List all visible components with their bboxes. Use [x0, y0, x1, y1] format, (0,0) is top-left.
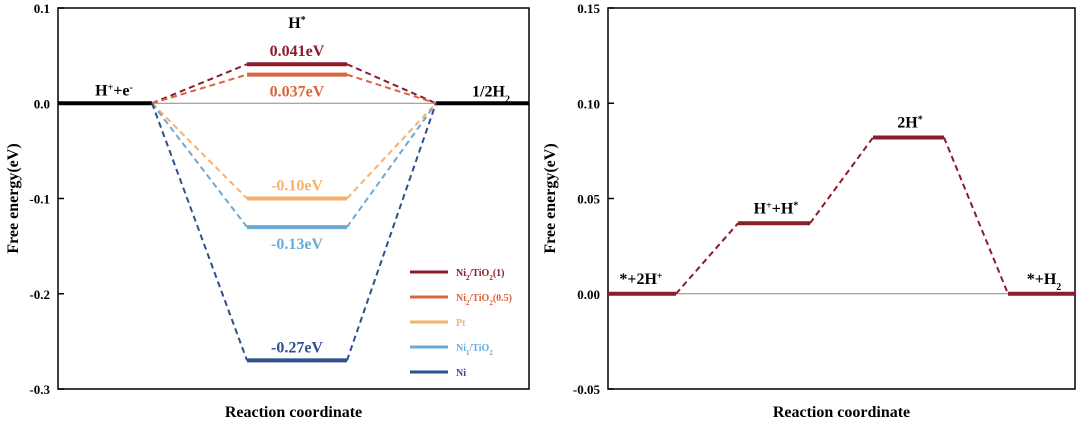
series-connector-right	[346, 102, 437, 228]
legend-entry-label: Ni1/TiO2	[456, 343, 493, 357]
left-y-tick-label: -0.3	[29, 382, 50, 397]
series-value-label: 0.041eV	[270, 43, 325, 60]
step-connector	[943, 137, 1009, 295]
left-chart: 0.1 0.0 -0.1 -0.2 -0.3 Free energy(eV) Reactio…	[5, 1, 530, 421]
series-connector-left	[151, 102, 248, 361]
series-connector-right	[346, 102, 437, 361]
legend-entry-label: Ni	[456, 368, 466, 379]
series-connector-right	[346, 73, 437, 105]
left-y-tick-label: 0.1	[34, 1, 50, 16]
series-connector-left	[151, 63, 248, 105]
left-y-tick-label: -0.1	[29, 192, 50, 207]
right-chart: 0.15 0.10 0.05 0.00 -0.05 Free energy(eV) Reac…	[542, 1, 1076, 421]
right-y-tick-label: -0.05	[573, 382, 601, 397]
step-label: 2H*	[897, 114, 922, 132]
left-x-axis-title: Reaction coordinate	[225, 404, 362, 421]
right-y-tick-label: 0.05	[577, 192, 600, 207]
series-value-label: 0.037eV	[270, 84, 325, 101]
right-plot-frame	[607, 7, 1076, 390]
step-connector	[809, 136, 874, 224]
right-y-tick-label: 0.00	[577, 287, 600, 302]
initial-state-label: H++e-	[95, 82, 133, 100]
right-y-axis-title: Free energy(eV)	[542, 143, 559, 253]
intermediate-state-label: H*	[288, 15, 305, 33]
series-connector-left	[151, 102, 248, 228]
right-y-tick-label: 0.10	[577, 96, 600, 111]
legend-entry-label: Ni2/TiO2(1)	[456, 268, 505, 282]
series-connector-left	[151, 102, 248, 200]
step-label: *+H2	[1027, 271, 1062, 293]
left-y-axis-title: Free energy(eV)	[5, 143, 22, 253]
legend-entry-label: Ni2/TiO2(0.5)	[456, 293, 512, 307]
series-connector-right	[346, 63, 437, 105]
series-connector-right	[346, 102, 437, 200]
final-state-label: 1/2H2	[472, 83, 510, 105]
legend-entry-label: Pt	[456, 318, 466, 329]
series-value-label: -0.27eV	[271, 339, 323, 356]
right-x-axis-title: Reaction coordinate	[773, 404, 910, 421]
left-y-tick-label: 0.0	[34, 96, 50, 111]
left-y-tick-label: -0.2	[29, 287, 50, 302]
step-connector	[675, 222, 739, 295]
series-value-label: -0.10eV	[271, 178, 323, 195]
right-y-tick-label: 0.15	[577, 1, 600, 16]
step-label: H++H*	[754, 200, 799, 218]
series-value-label: -0.13eV	[271, 236, 323, 253]
series-connector-left	[151, 73, 248, 105]
step-label: *+2H+	[619, 270, 663, 288]
